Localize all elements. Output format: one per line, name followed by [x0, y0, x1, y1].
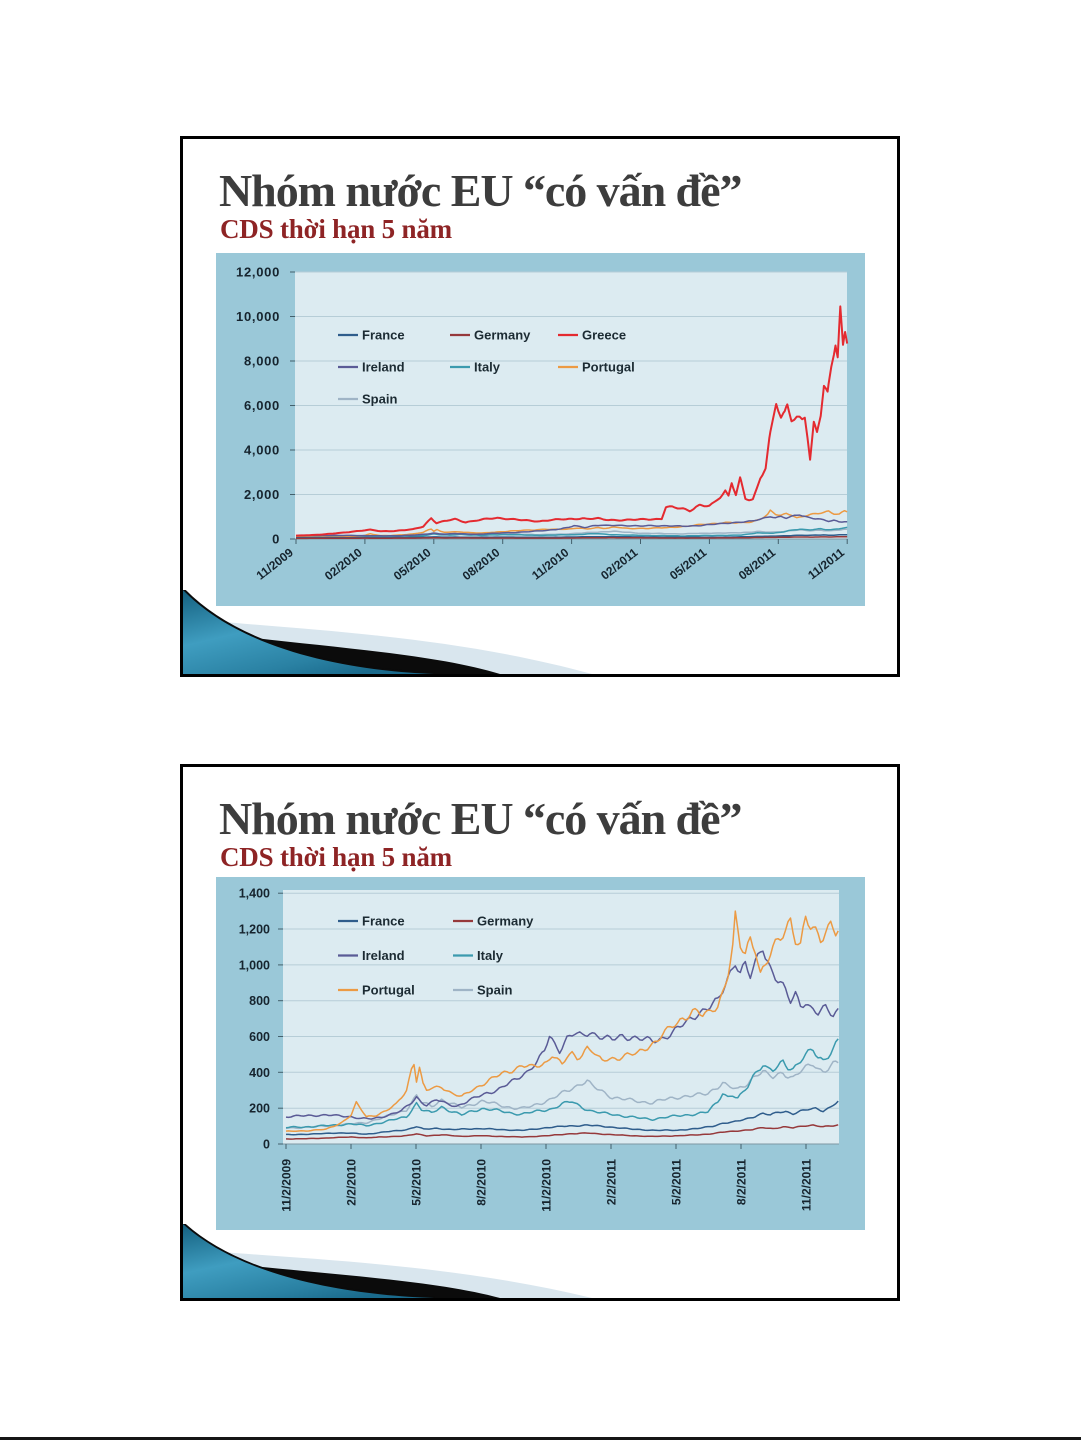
svg-text:11/2/2009: 11/2/2009	[280, 1159, 294, 1212]
svg-text:Greece: Greece	[582, 328, 626, 343]
svg-text:6,000: 6,000	[244, 398, 280, 413]
svg-text:600: 600	[249, 1030, 270, 1044]
svg-text:11/2/2010: 11/2/2010	[540, 1159, 554, 1212]
svg-text:Ireland: Ireland	[362, 360, 405, 375]
svg-text:Spain: Spain	[477, 983, 512, 998]
svg-text:2/2/2011: 2/2/2011	[605, 1159, 619, 1205]
svg-text:2/2/2010: 2/2/2010	[345, 1159, 359, 1206]
svg-text:Germany: Germany	[474, 328, 531, 343]
svg-text:Italy: Italy	[474, 360, 501, 375]
svg-text:8,000: 8,000	[244, 354, 280, 369]
svg-text:Italy: Italy	[477, 948, 504, 963]
svg-text:10,000: 10,000	[236, 309, 280, 324]
svg-text:Spain: Spain	[362, 392, 397, 407]
svg-text:11/2/2011: 11/2/2011	[800, 1159, 814, 1211]
svg-text:Portugal: Portugal	[362, 983, 415, 998]
svg-text:France: France	[362, 328, 405, 343]
svg-text:12,000: 12,000	[236, 265, 280, 280]
svg-text:Portugal: Portugal	[582, 360, 635, 375]
svg-text:5/2/2010: 5/2/2010	[410, 1159, 424, 1206]
svg-text:1,200: 1,200	[239, 923, 270, 937]
svg-text:4,000: 4,000	[244, 443, 280, 458]
svg-text:8/2/2011: 8/2/2011	[735, 1159, 749, 1205]
svg-text:8/2/2010: 8/2/2010	[475, 1159, 489, 1206]
svg-text:Ireland: Ireland	[362, 948, 405, 963]
svg-text:0: 0	[263, 1138, 270, 1152]
svg-text:400: 400	[249, 1066, 270, 1080]
svg-text:0: 0	[272, 532, 280, 547]
svg-text:800: 800	[249, 994, 270, 1008]
svg-text:France: France	[362, 914, 405, 929]
svg-text:1,400: 1,400	[239, 887, 270, 901]
svg-text:1,000: 1,000	[239, 958, 270, 972]
svg-text:5/2/2011: 5/2/2011	[670, 1159, 684, 1205]
svg-text:200: 200	[249, 1102, 270, 1116]
svg-text:2,000: 2,000	[244, 487, 280, 502]
svg-text:Germany: Germany	[477, 914, 534, 929]
